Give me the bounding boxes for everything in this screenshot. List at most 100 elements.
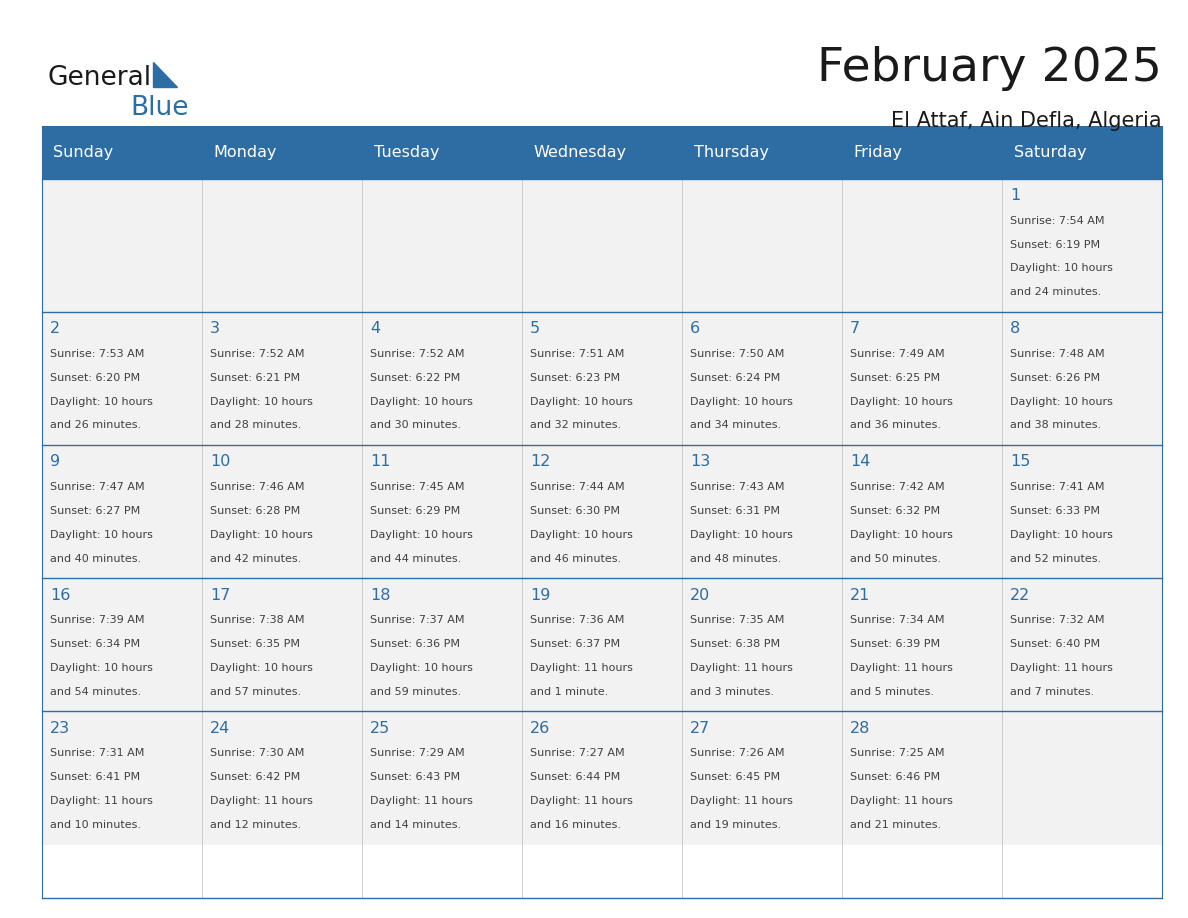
Bar [682, 578, 842, 711]
Text: and 1 minute.: and 1 minute. [530, 687, 608, 697]
Bar [361, 578, 522, 711]
Text: Sunrise: 7:52 AM: Sunrise: 7:52 AM [210, 349, 304, 359]
Text: Daylight: 11 hours: Daylight: 11 hours [530, 796, 633, 806]
Text: 9: 9 [50, 454, 61, 469]
Text: Sunset: 6:30 PM: Sunset: 6:30 PM [530, 506, 620, 516]
Text: Sunrise: 7:35 AM: Sunrise: 7:35 AM [690, 615, 784, 625]
Text: Daylight: 10 hours: Daylight: 10 hours [210, 530, 312, 540]
Text: 8: 8 [1010, 321, 1020, 336]
Text: Sunrise: 7:32 AM: Sunrise: 7:32 AM [1010, 615, 1105, 625]
Text: Sunrise: 7:45 AM: Sunrise: 7:45 AM [369, 482, 465, 492]
Text: Thursday: Thursday [694, 145, 769, 160]
Text: 26: 26 [530, 721, 550, 735]
Text: 7: 7 [851, 321, 860, 336]
Text: Sunset: 6:39 PM: Sunset: 6:39 PM [851, 639, 940, 649]
Text: Sunset: 6:20 PM: Sunset: 6:20 PM [50, 373, 140, 383]
Text: and 44 minutes.: and 44 minutes. [369, 554, 461, 564]
Text: 14: 14 [851, 454, 871, 469]
Text: February 2025: February 2025 [817, 46, 1162, 92]
Text: 22: 22 [1010, 588, 1030, 602]
Bar [42, 179, 202, 312]
Bar [202, 711, 361, 845]
Text: Sunrise: 7:27 AM: Sunrise: 7:27 AM [530, 748, 625, 758]
Text: 2: 2 [50, 321, 61, 336]
Text: Sunset: 6:34 PM: Sunset: 6:34 PM [50, 639, 140, 649]
Text: Sunrise: 7:49 AM: Sunrise: 7:49 AM [851, 349, 944, 359]
Text: 13: 13 [690, 454, 710, 469]
Text: and 42 minutes.: and 42 minutes. [210, 554, 302, 564]
Text: 1: 1 [1010, 188, 1020, 203]
Bar [42, 711, 202, 845]
Text: 18: 18 [369, 588, 391, 602]
Text: Sunset: 6:35 PM: Sunset: 6:35 PM [210, 639, 299, 649]
Bar [522, 312, 682, 445]
Bar [42, 126, 1162, 179]
Text: Sunrise: 7:42 AM: Sunrise: 7:42 AM [851, 482, 944, 492]
Text: Friday: Friday [854, 145, 903, 160]
Text: Sunset: 6:44 PM: Sunset: 6:44 PM [530, 772, 620, 782]
Text: Daylight: 11 hours: Daylight: 11 hours [50, 796, 153, 806]
Text: Sunset: 6:33 PM: Sunset: 6:33 PM [1010, 506, 1100, 516]
Text: Sunrise: 7:50 AM: Sunrise: 7:50 AM [690, 349, 784, 359]
Text: Sunset: 6:27 PM: Sunset: 6:27 PM [50, 506, 140, 516]
Text: and 24 minutes.: and 24 minutes. [1010, 287, 1101, 297]
Text: Daylight: 11 hours: Daylight: 11 hours [851, 796, 953, 806]
Text: and 16 minutes.: and 16 minutes. [530, 820, 621, 830]
Bar [682, 445, 842, 578]
Bar [42, 312, 202, 445]
Bar [842, 578, 1001, 711]
Text: Sunset: 6:29 PM: Sunset: 6:29 PM [369, 506, 460, 516]
Text: Sunrise: 7:29 AM: Sunrise: 7:29 AM [369, 748, 465, 758]
Text: Sunrise: 7:26 AM: Sunrise: 7:26 AM [690, 748, 784, 758]
Text: Sunrise: 7:53 AM: Sunrise: 7:53 AM [50, 349, 144, 359]
Text: Sunset: 6:26 PM: Sunset: 6:26 PM [1010, 373, 1100, 383]
Text: Blue: Blue [131, 95, 189, 121]
Text: 28: 28 [851, 721, 871, 735]
Text: Daylight: 10 hours: Daylight: 10 hours [851, 530, 953, 540]
Bar [522, 445, 682, 578]
Text: Sunrise: 7:46 AM: Sunrise: 7:46 AM [210, 482, 304, 492]
Text: and 38 minutes.: and 38 minutes. [1010, 420, 1101, 431]
Text: Daylight: 11 hours: Daylight: 11 hours [690, 663, 792, 673]
Bar [522, 578, 682, 711]
Bar [202, 578, 361, 711]
Bar [1001, 578, 1162, 711]
Text: and 12 minutes.: and 12 minutes. [210, 820, 301, 830]
Text: Sunset: 6:32 PM: Sunset: 6:32 PM [851, 506, 940, 516]
Text: Sunrise: 7:52 AM: Sunrise: 7:52 AM [369, 349, 465, 359]
Text: Daylight: 10 hours: Daylight: 10 hours [530, 397, 633, 407]
Text: Sunrise: 7:37 AM: Sunrise: 7:37 AM [369, 615, 465, 625]
Text: Daylight: 10 hours: Daylight: 10 hours [50, 663, 153, 673]
Text: Sunset: 6:25 PM: Sunset: 6:25 PM [851, 373, 940, 383]
Text: Sunrise: 7:34 AM: Sunrise: 7:34 AM [851, 615, 944, 625]
Text: and 5 minutes.: and 5 minutes. [851, 687, 934, 697]
Text: Sunrise: 7:39 AM: Sunrise: 7:39 AM [50, 615, 145, 625]
Text: and 21 minutes.: and 21 minutes. [851, 820, 941, 830]
Text: and 26 minutes.: and 26 minutes. [50, 420, 141, 431]
Text: Daylight: 10 hours: Daylight: 10 hours [50, 397, 153, 407]
Text: El Attaf, Ain Defla, Algeria: El Attaf, Ain Defla, Algeria [891, 111, 1162, 131]
Text: Sunset: 6:19 PM: Sunset: 6:19 PM [1010, 240, 1100, 250]
Text: and 30 minutes.: and 30 minutes. [369, 420, 461, 431]
Text: 21: 21 [851, 588, 871, 602]
Bar [842, 711, 1001, 845]
Text: and 52 minutes.: and 52 minutes. [1010, 554, 1101, 564]
Text: Sunset: 6:21 PM: Sunset: 6:21 PM [210, 373, 301, 383]
Bar [202, 312, 361, 445]
Bar [1001, 312, 1162, 445]
Text: 12: 12 [530, 454, 550, 469]
Text: Sunrise: 7:41 AM: Sunrise: 7:41 AM [1010, 482, 1105, 492]
Bar [842, 312, 1001, 445]
Text: Sunset: 6:43 PM: Sunset: 6:43 PM [369, 772, 460, 782]
Bar [42, 578, 202, 711]
Text: Daylight: 11 hours: Daylight: 11 hours [369, 796, 473, 806]
Text: and 32 minutes.: and 32 minutes. [530, 420, 621, 431]
Text: and 28 minutes.: and 28 minutes. [210, 420, 302, 431]
Bar [361, 312, 522, 445]
Bar [361, 445, 522, 578]
Text: Sunset: 6:41 PM: Sunset: 6:41 PM [50, 772, 140, 782]
Text: Sunrise: 7:25 AM: Sunrise: 7:25 AM [851, 748, 944, 758]
Text: 19: 19 [530, 588, 550, 602]
Text: 11: 11 [369, 454, 391, 469]
Text: Wednesday: Wednesday [533, 145, 627, 160]
